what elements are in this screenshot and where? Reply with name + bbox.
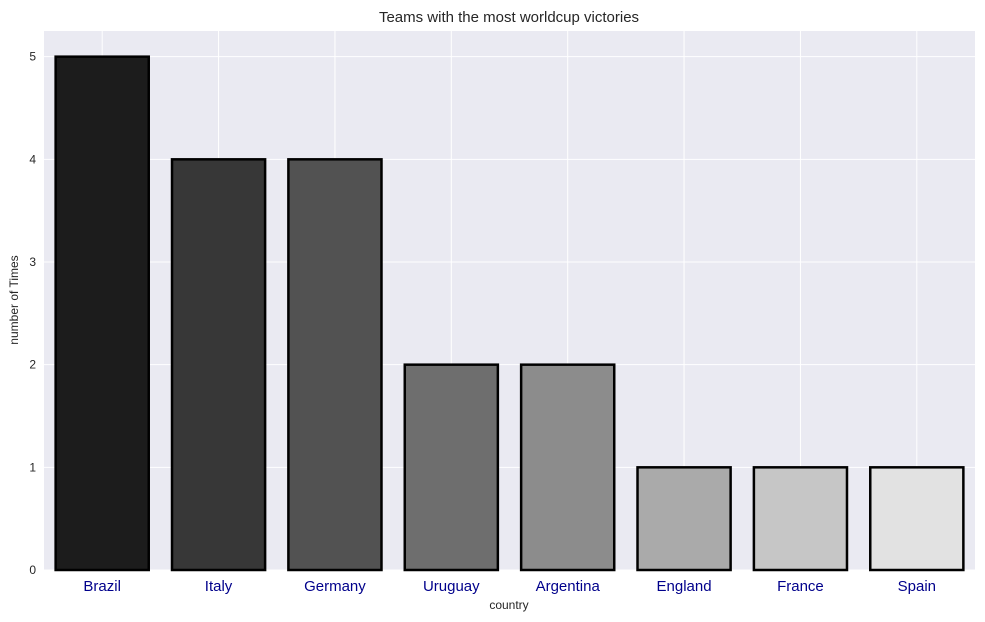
x-tick-label: France [777, 578, 824, 595]
bar-argentina [519, 363, 616, 572]
bar-italy [170, 158, 267, 572]
y-tick-label: 1 [29, 460, 36, 474]
bar-uruguay [403, 363, 500, 572]
y-axis-label: number of Times [7, 255, 21, 344]
x-tick-label: Italy [205, 578, 233, 595]
x-tick-label: Germany [304, 578, 366, 595]
x-tick-label: England [657, 578, 712, 595]
y-tick-label: 0 [29, 563, 36, 577]
bar-england [636, 466, 732, 572]
x-tick-label: Spain [898, 578, 936, 595]
bar-brazil [54, 55, 150, 572]
bar-germany [287, 158, 383, 572]
x-axis-label: country [489, 598, 528, 612]
x-tick-label: Brazil [83, 578, 121, 595]
bar-france [752, 466, 849, 572]
x-tick-label: Argentina [536, 578, 601, 595]
x-axis-ticks: Brazil Italy Germany Uruguay Argentina Englan… [83, 578, 936, 595]
x-tick-label: Uruguay [423, 578, 480, 595]
y-tick-label: 2 [29, 358, 36, 372]
y-axis-ticks: 0 1 2 3 4 5 [29, 50, 36, 577]
y-tick-label: 3 [29, 255, 36, 269]
bar-spain [869, 466, 965, 572]
y-tick-label: 4 [29, 152, 36, 166]
chart-title: Teams with the most worldcup victories [379, 9, 639, 26]
y-tick-label: 5 [29, 50, 36, 64]
bars-group [54, 55, 965, 572]
